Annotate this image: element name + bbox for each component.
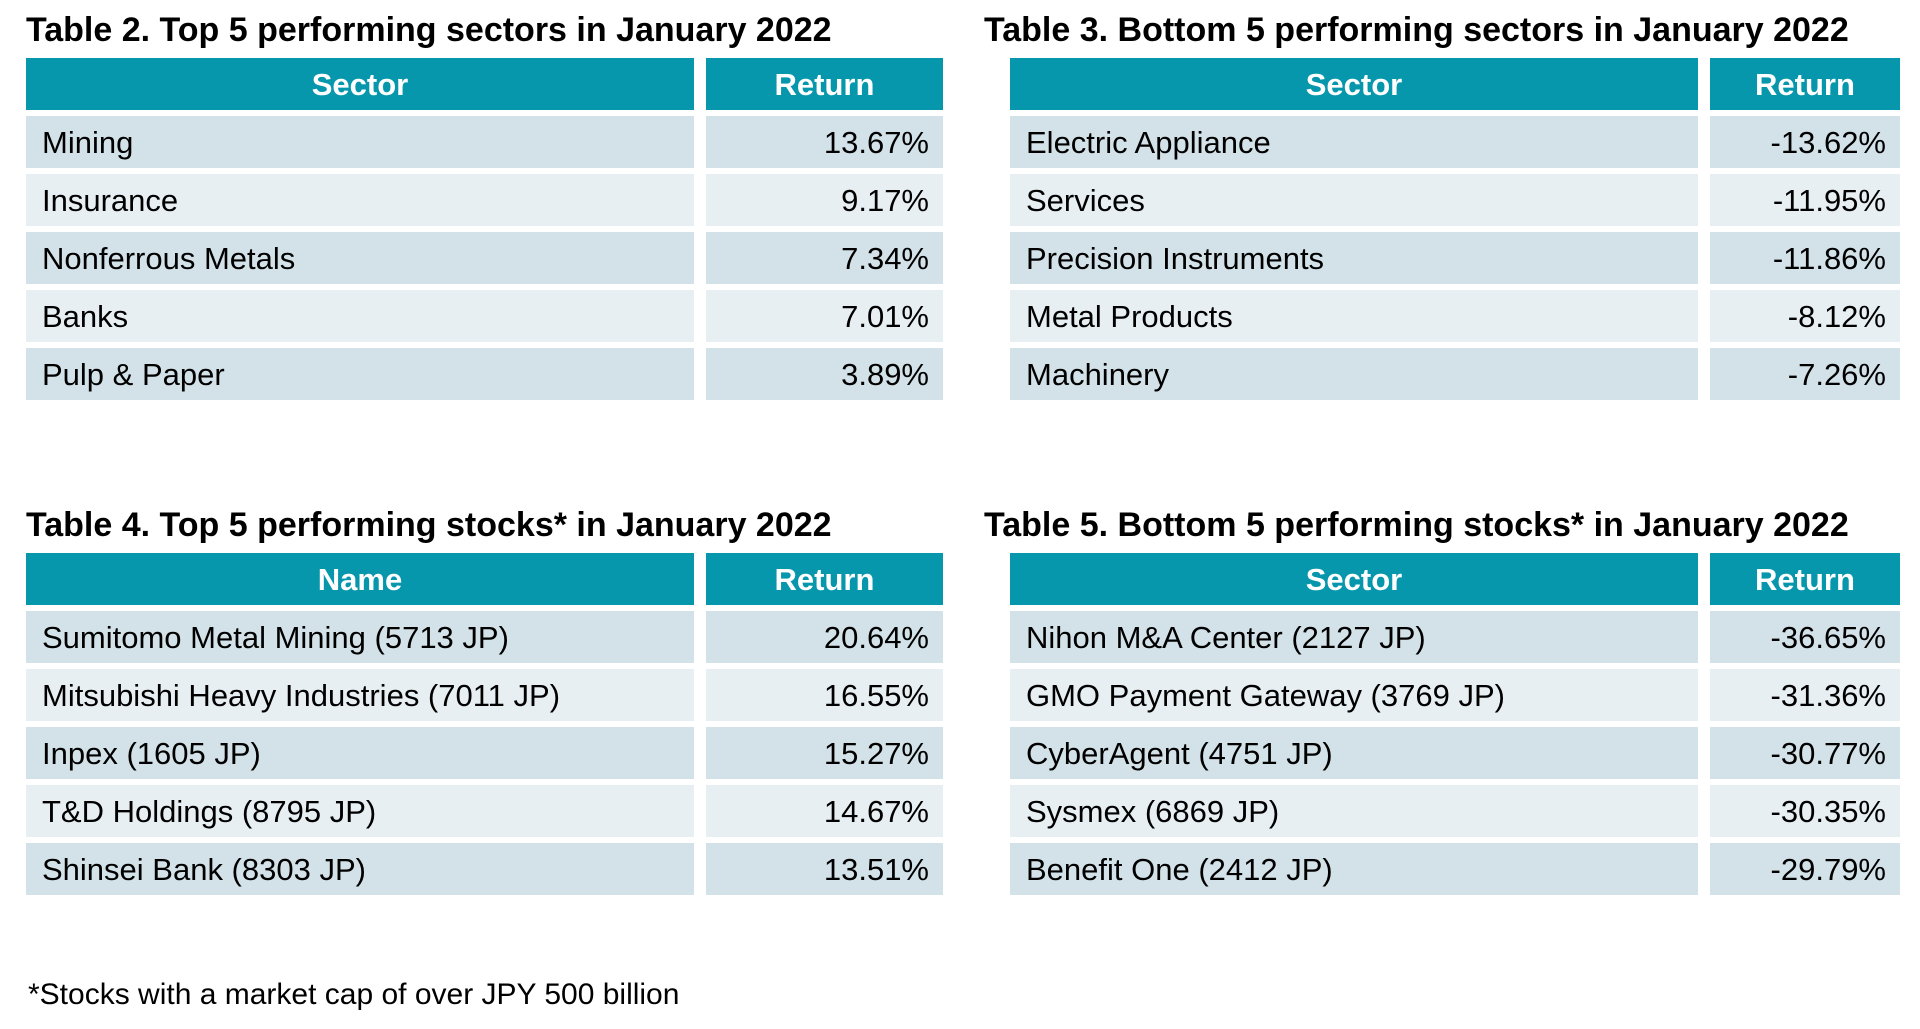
market-cap-footnote: *Stocks with a market cap of over JPY 50…	[28, 978, 680, 1011]
table4-column-header-return: Return	[706, 553, 943, 605]
table-row: Sysmex (6869 JP) -30.35%	[1010, 785, 1900, 837]
row-label: Pulp & Paper	[26, 348, 694, 400]
row-label: Inpex (1605 JP)	[26, 727, 694, 779]
table-row: Nonferrous Metals 7.34%	[26, 232, 943, 284]
row-return: -31.36%	[1710, 669, 1900, 721]
table3-body: Electric Appliance -13.62% Services -11.95%…	[1010, 116, 1900, 400]
table-row: Insurance 9.17%	[26, 174, 943, 226]
row-label: Benefit One (2412 JP)	[1010, 843, 1698, 895]
row-return: 14.67%	[706, 785, 943, 837]
row-label: Nihon M&A Center (2127 JP)	[1010, 611, 1698, 663]
table5-bottom-stocks: Sector Return Nihon M&A Center (2127 JP)…	[1010, 553, 1900, 895]
table4-section: Table 4. Top 5 performing stocks* in Jan…	[26, 505, 943, 895]
row-label: Services	[1010, 174, 1698, 226]
table2-title: Table 2. Top 5 performing sectors in Jan…	[26, 11, 832, 49]
row-label: T&D Holdings (8795 JP)	[26, 785, 694, 837]
table-row: Precision Instruments -11.86%	[1010, 232, 1900, 284]
table4-title: Table 4. Top 5 performing stocks* in Jan…	[26, 506, 832, 544]
row-label: Insurance	[26, 174, 694, 226]
row-return: -7.26%	[1710, 348, 1900, 400]
row-label: Shinsei Bank (8303 JP)	[26, 843, 694, 895]
row-return: -11.86%	[1710, 232, 1900, 284]
table-row: T&D Holdings (8795 JP) 14.67%	[26, 785, 943, 837]
table4-top-stocks: Name Return Sumitomo Metal Mining (5713 …	[26, 553, 943, 895]
table2-section: Table 2. Top 5 performing sectors in Jan…	[26, 10, 943, 400]
table5-section: Table 5. Bottom 5 performing stocks* in …	[984, 505, 1900, 895]
table5-header-row: Sector Return	[1010, 553, 1900, 605]
row-return: -8.12%	[1710, 290, 1900, 342]
table-row: Electric Appliance -13.62%	[1010, 116, 1900, 168]
table-row: Metal Products -8.12%	[1010, 290, 1900, 342]
table-row: Mitsubishi Heavy Industries (7011 JP) 16.…	[26, 669, 943, 721]
table3-column-header-sector: Sector	[1010, 58, 1698, 110]
row-return: 9.17%	[706, 174, 943, 226]
row-return: -36.65%	[1710, 611, 1900, 663]
row-return: -11.95%	[1710, 174, 1900, 226]
row-return: 7.34%	[706, 232, 943, 284]
table-row: Pulp & Paper 3.89%	[26, 348, 943, 400]
row-label: Nonferrous Metals	[26, 232, 694, 284]
row-return: 13.67%	[706, 116, 943, 168]
row-return: -13.62%	[1710, 116, 1900, 168]
table2-top-sectors: Sector Return Mining 13.67% Insurance 9.17%…	[26, 58, 943, 400]
sector-tables-band: Table 2. Top 5 performing sectors in Jan…	[26, 10, 1920, 400]
row-label: Precision Instruments	[1010, 232, 1698, 284]
row-label: Mitsubishi Heavy Industries (7011 JP)	[26, 669, 694, 721]
stock-tables-band: Table 4. Top 5 performing stocks* in Jan…	[26, 505, 1920, 895]
row-label: Electric Appliance	[1010, 116, 1698, 168]
table2-header-row: Sector Return	[26, 58, 943, 110]
row-label: Sumitomo Metal Mining (5713 JP)	[26, 611, 694, 663]
table3-title: Table 3. Bottom 5 performing sectors in …	[984, 11, 1849, 49]
table5-title: Table 5. Bottom 5 performing stocks* in …	[984, 506, 1849, 544]
table5-column-header-return: Return	[1710, 553, 1900, 605]
table-row: GMO Payment Gateway (3769 JP) -31.36%	[1010, 669, 1900, 721]
table-row: Benefit One (2412 JP) -29.79%	[1010, 843, 1900, 895]
table-row: Mining 13.67%	[26, 116, 943, 168]
row-label: Metal Products	[1010, 290, 1698, 342]
row-return: 20.64%	[706, 611, 943, 663]
row-label: Machinery	[1010, 348, 1698, 400]
row-return: -30.77%	[1710, 727, 1900, 779]
row-return: -30.35%	[1710, 785, 1900, 837]
table2-column-header-return: Return	[706, 58, 943, 110]
table3-column-header-return: Return	[1710, 58, 1900, 110]
row-return: 15.27%	[706, 727, 943, 779]
table-row: CyberAgent (4751 JP) -30.77%	[1010, 727, 1900, 779]
row-return: 13.51%	[706, 843, 943, 895]
row-label: Mining	[26, 116, 694, 168]
table-row: Nihon M&A Center (2127 JP) -36.65%	[1010, 611, 1900, 663]
row-label: GMO Payment Gateway (3769 JP)	[1010, 669, 1698, 721]
row-return: 3.89%	[706, 348, 943, 400]
table2-column-header-sector: Sector	[26, 58, 694, 110]
table5-column-header-sector: Sector	[1010, 553, 1698, 605]
table-row: Shinsei Bank (8303 JP) 13.51%	[26, 843, 943, 895]
row-return: 7.01%	[706, 290, 943, 342]
table-row: Sumitomo Metal Mining (5713 JP) 20.64%	[26, 611, 943, 663]
row-return: 16.55%	[706, 669, 943, 721]
table3-section: Table 3. Bottom 5 performing sectors in …	[984, 10, 1900, 400]
row-label: Sysmex (6869 JP)	[1010, 785, 1698, 837]
table3-header-row: Sector Return	[1010, 58, 1900, 110]
row-label: CyberAgent (4751 JP)	[1010, 727, 1698, 779]
table-row: Banks 7.01%	[26, 290, 943, 342]
table3-bottom-sectors: Sector Return Electric Appliance -13.62% S…	[1010, 58, 1900, 400]
table5-body: Nihon M&A Center (2127 JP) -36.65% GMO Pay…	[1010, 611, 1900, 895]
table4-header-row: Name Return	[26, 553, 943, 605]
table-row: Machinery -7.26%	[1010, 348, 1900, 400]
table-row: Services -11.95%	[1010, 174, 1900, 226]
table4-column-header-name: Name	[26, 553, 694, 605]
table2-body: Mining 13.67% Insurance 9.17% Nonferrous Met…	[26, 116, 943, 400]
table4-body: Sumitomo Metal Mining (5713 JP) 20.64% Mit…	[26, 611, 943, 895]
row-return: -29.79%	[1710, 843, 1900, 895]
table-row: Inpex (1605 JP) 15.27%	[26, 727, 943, 779]
row-label: Banks	[26, 290, 694, 342]
